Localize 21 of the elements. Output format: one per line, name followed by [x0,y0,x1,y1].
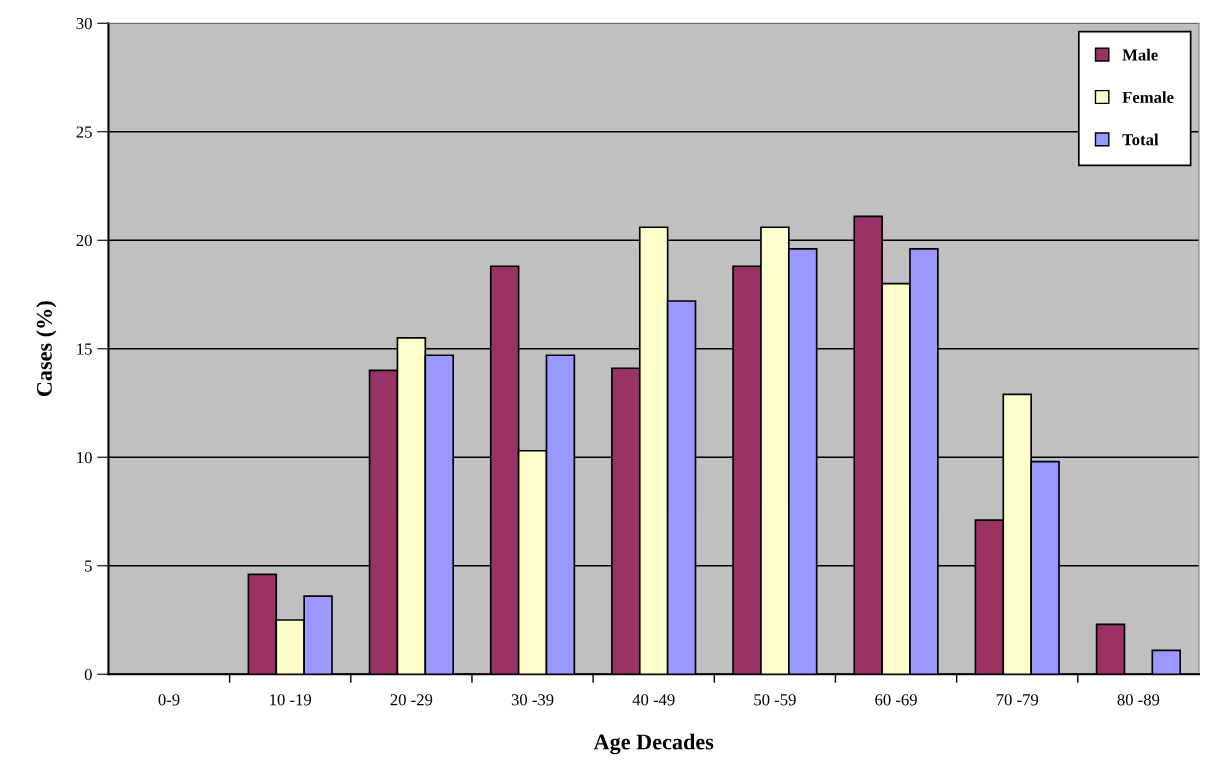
legend-label: Male [1122,48,1158,61]
x-tick-label: 0-9 [158,694,180,706]
y-axis-title: Cases (%) [36,301,57,397]
x-tick-label: 10 -19 [270,694,312,706]
legend-label: Total [1122,133,1159,146]
y-tick-label: 30 [76,17,92,30]
x-tick-label: 20 -29 [390,694,433,706]
y-tick-label: 25 [76,126,92,138]
x-tick-label: 40 -49 [632,694,675,706]
x-tick-label: 30 -39 [511,694,554,706]
y-tick-label: 10 [77,451,92,464]
legend-label: Female [1122,91,1174,103]
x-axis-title: Age Decades [593,733,714,755]
x-tick-label: 60 -69 [875,694,917,706]
x-tick-label: 50 -59 [754,694,796,706]
y-tick-label: 20 [76,234,92,247]
y-tick-label: 0 [84,668,92,681]
y-tick-label: 5 [85,560,92,572]
y-tick-label: 15 [77,343,92,355]
x-tick-label: 70 -79 [996,694,1039,706]
x-tick-label: 80 -89 [1117,694,1160,706]
